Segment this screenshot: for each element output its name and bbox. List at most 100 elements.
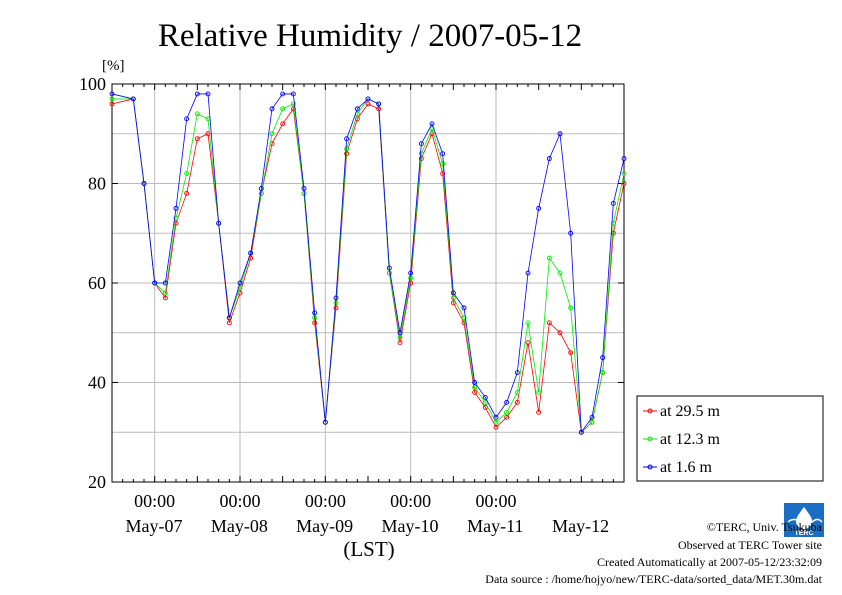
series-point-2 xyxy=(173,215,179,221)
series-point-2 xyxy=(290,101,296,107)
series-point-3 xyxy=(568,230,574,236)
series-point-3 xyxy=(440,151,446,157)
series-point-1 xyxy=(525,340,531,346)
series-point-3 xyxy=(344,136,350,142)
series-point-2 xyxy=(525,320,531,326)
series-point-3 xyxy=(258,186,264,191)
series-point-3 xyxy=(397,330,403,336)
x-axis-label: (LST) xyxy=(343,537,394,561)
series-point-2 xyxy=(504,409,510,415)
series-point-3 xyxy=(290,91,296,97)
series-point-3 xyxy=(109,91,115,97)
series-point-2 xyxy=(568,305,574,311)
series-point-2 xyxy=(450,295,456,301)
series-point-3 xyxy=(333,295,339,301)
series-point-2 xyxy=(493,419,499,425)
series-point-1 xyxy=(472,390,478,395)
series-point-1 xyxy=(397,340,403,346)
legend-label-1: at 29.5 m xyxy=(660,403,721,420)
series-point-1 xyxy=(109,101,115,107)
series-point-1 xyxy=(493,424,499,430)
legend: at 29.5 m at 12.3 m at 1.6 m xyxy=(636,395,824,482)
series-point-2 xyxy=(482,399,488,405)
series-point-1 xyxy=(280,121,286,127)
series-point-1 xyxy=(354,116,360,122)
legend-box xyxy=(636,395,824,482)
x-date-label: May-12 xyxy=(552,516,609,536)
series-point-3 xyxy=(461,305,467,311)
series-point-3 xyxy=(600,355,606,361)
x-date-label: May-11 xyxy=(467,516,523,536)
legend-marker-3 xyxy=(647,464,653,470)
series-point-1 xyxy=(568,350,574,356)
series-point-3 xyxy=(280,91,286,97)
series-point-3 xyxy=(589,414,595,420)
series-point-2 xyxy=(472,385,478,390)
series-point-3 xyxy=(514,370,520,375)
series-point-3 xyxy=(141,181,147,186)
series-point-2 xyxy=(280,106,286,112)
series-point-3 xyxy=(472,380,478,385)
logo-text: TERC xyxy=(794,530,813,537)
x-date-label: May-09 xyxy=(296,516,353,536)
series-layer xyxy=(109,91,627,435)
series-point-3 xyxy=(312,310,318,316)
x-time-label: 00:00 xyxy=(134,491,175,511)
series-point-3 xyxy=(610,200,616,206)
y-tick-label: 20 xyxy=(88,472,106,492)
series-point-3 xyxy=(418,141,424,147)
created-text: Created Automatically at 2007-05-12/23:3… xyxy=(597,555,822,569)
y-axis: 20 40 60 80 100 xyxy=(79,74,624,492)
series-point-1 xyxy=(440,171,446,177)
series-point-3 xyxy=(493,414,499,420)
series-point-3 xyxy=(578,429,584,435)
series-point-3 xyxy=(130,96,136,102)
series-point-2 xyxy=(621,171,627,177)
series-point-3 xyxy=(429,121,435,127)
series-point-2 xyxy=(162,290,168,296)
series-point-3 xyxy=(557,131,563,137)
series-point-2 xyxy=(386,270,392,276)
series-point-3 xyxy=(354,106,360,112)
series-point-1 xyxy=(557,330,563,336)
y-axis-unit: [%] xyxy=(102,58,125,74)
series-point-3 xyxy=(216,220,222,226)
grid-lines xyxy=(112,84,624,482)
x-date-label: May-08 xyxy=(211,516,268,536)
series-point-2 xyxy=(397,335,403,341)
series-point-2 xyxy=(589,419,595,425)
terc-logo: TERC xyxy=(784,503,824,537)
x-time-label: 00:00 xyxy=(390,491,431,511)
x-date-label: May-10 xyxy=(382,516,439,536)
series-point-2 xyxy=(514,390,520,395)
series-point-2 xyxy=(258,190,264,196)
series-point-3 xyxy=(450,290,456,296)
series-point-3 xyxy=(237,280,243,286)
series-point-3 xyxy=(322,419,328,425)
series-point-3 xyxy=(152,280,158,286)
series-point-1 xyxy=(365,101,371,107)
series-point-1 xyxy=(194,136,200,142)
series-point-3 xyxy=(269,106,275,112)
series-point-3 xyxy=(504,399,510,405)
x-time-label: 00:00 xyxy=(305,491,346,511)
series-point-3 xyxy=(408,270,414,276)
series-point-2 xyxy=(194,111,200,117)
series-point-2 xyxy=(440,161,446,167)
series-point-3 xyxy=(162,280,168,286)
series-line-3 xyxy=(111,93,625,434)
source-text: Data source : /home/hojyo/new/TERC-data/… xyxy=(485,572,822,586)
x-time-label: 00:00 xyxy=(475,491,516,511)
series-point-2 xyxy=(109,96,115,102)
series-point-1 xyxy=(504,414,510,420)
series-point-2 xyxy=(461,315,467,321)
series-point-3 xyxy=(482,394,488,400)
series-point-1 xyxy=(546,320,552,326)
y-tick-label: 100 xyxy=(79,74,106,94)
legend-label-3: at 1.6 m xyxy=(660,459,713,476)
x-axis: 00:00 00:00 00:00 00:00 00:00 May-07 May-08 May… xyxy=(122,84,614,536)
series-point-1 xyxy=(226,320,232,326)
series-point-3 xyxy=(194,91,200,97)
x-date-label: May-07 xyxy=(126,516,183,536)
